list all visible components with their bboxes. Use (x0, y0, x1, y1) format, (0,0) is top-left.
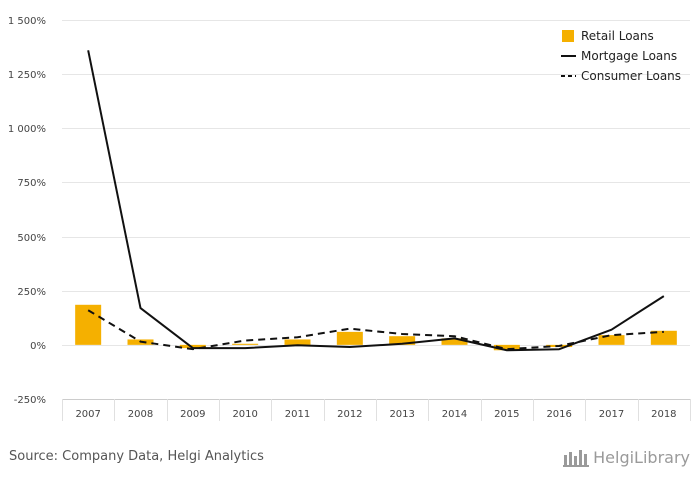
x-tick-label: 2016 (546, 409, 571, 420)
bar (75, 304, 102, 345)
chart: -250% 0% 250% 500% 750% 1 000% 1 250% 1 500% 20… (8, 16, 691, 421)
legend-label: Mortgage Loans (581, 49, 677, 63)
x-axis: 2007 2008 2009 2010 2011 2012 2013 2014 2015 2016… (62, 399, 691, 421)
y-tick-label: 500% (17, 233, 46, 244)
x-tick-label: 2014 (442, 409, 467, 420)
y-tick-label: 750% (17, 178, 46, 189)
source-note: Source: Company Data, Helgi Analytics (9, 449, 264, 464)
y-tick-label: 1 500% (8, 16, 46, 27)
consumer-loans-line (87, 309, 664, 351)
legend-label: Consumer Loans (581, 69, 681, 83)
legend-label: Retail Loans (581, 29, 654, 43)
legend: Retail Loans Mortgage Loans Consumer Loans (561, 29, 681, 83)
y-tick-label: 250% (17, 287, 46, 298)
bar (389, 336, 416, 345)
x-tick-label: 2008 (128, 409, 153, 420)
y-tick-label: -250% (14, 395, 46, 406)
line-series (87, 50, 665, 352)
y-tick-label: 0% (30, 341, 46, 352)
x-tick-label: 2013 (389, 409, 414, 420)
bar (493, 344, 520, 351)
bar (284, 339, 311, 345)
y-axis: -250% 0% 250% 500% 750% 1 000% 1 250% 1 500% (8, 16, 46, 406)
bar (232, 343, 259, 345)
bar (336, 331, 363, 345)
brand-logo: HelgiLibrary (563, 447, 690, 467)
x-tick-label: 2018 (651, 409, 676, 420)
x-tick-label: 2009 (180, 409, 205, 420)
mortgage-loans-line (87, 50, 665, 352)
x-tick-label: 2017 (599, 409, 624, 420)
bar (598, 335, 625, 345)
x-tick-label: 2015 (494, 409, 519, 420)
y-tick-label: 1 000% (8, 124, 46, 135)
y-tick-label: 1 250% (8, 70, 46, 81)
x-tick-label: 2010 (232, 409, 257, 420)
bar (650, 330, 677, 345)
library-icon (563, 450, 590, 467)
legend-swatch (562, 30, 574, 42)
x-tick-label: 2011 (285, 409, 310, 420)
brand-name: HelgiLibrary (593, 447, 690, 467)
x-tick-label: 2007 (75, 409, 100, 420)
bar (441, 338, 468, 345)
x-tick-label: 2012 (337, 409, 362, 420)
bar (179, 344, 206, 349)
